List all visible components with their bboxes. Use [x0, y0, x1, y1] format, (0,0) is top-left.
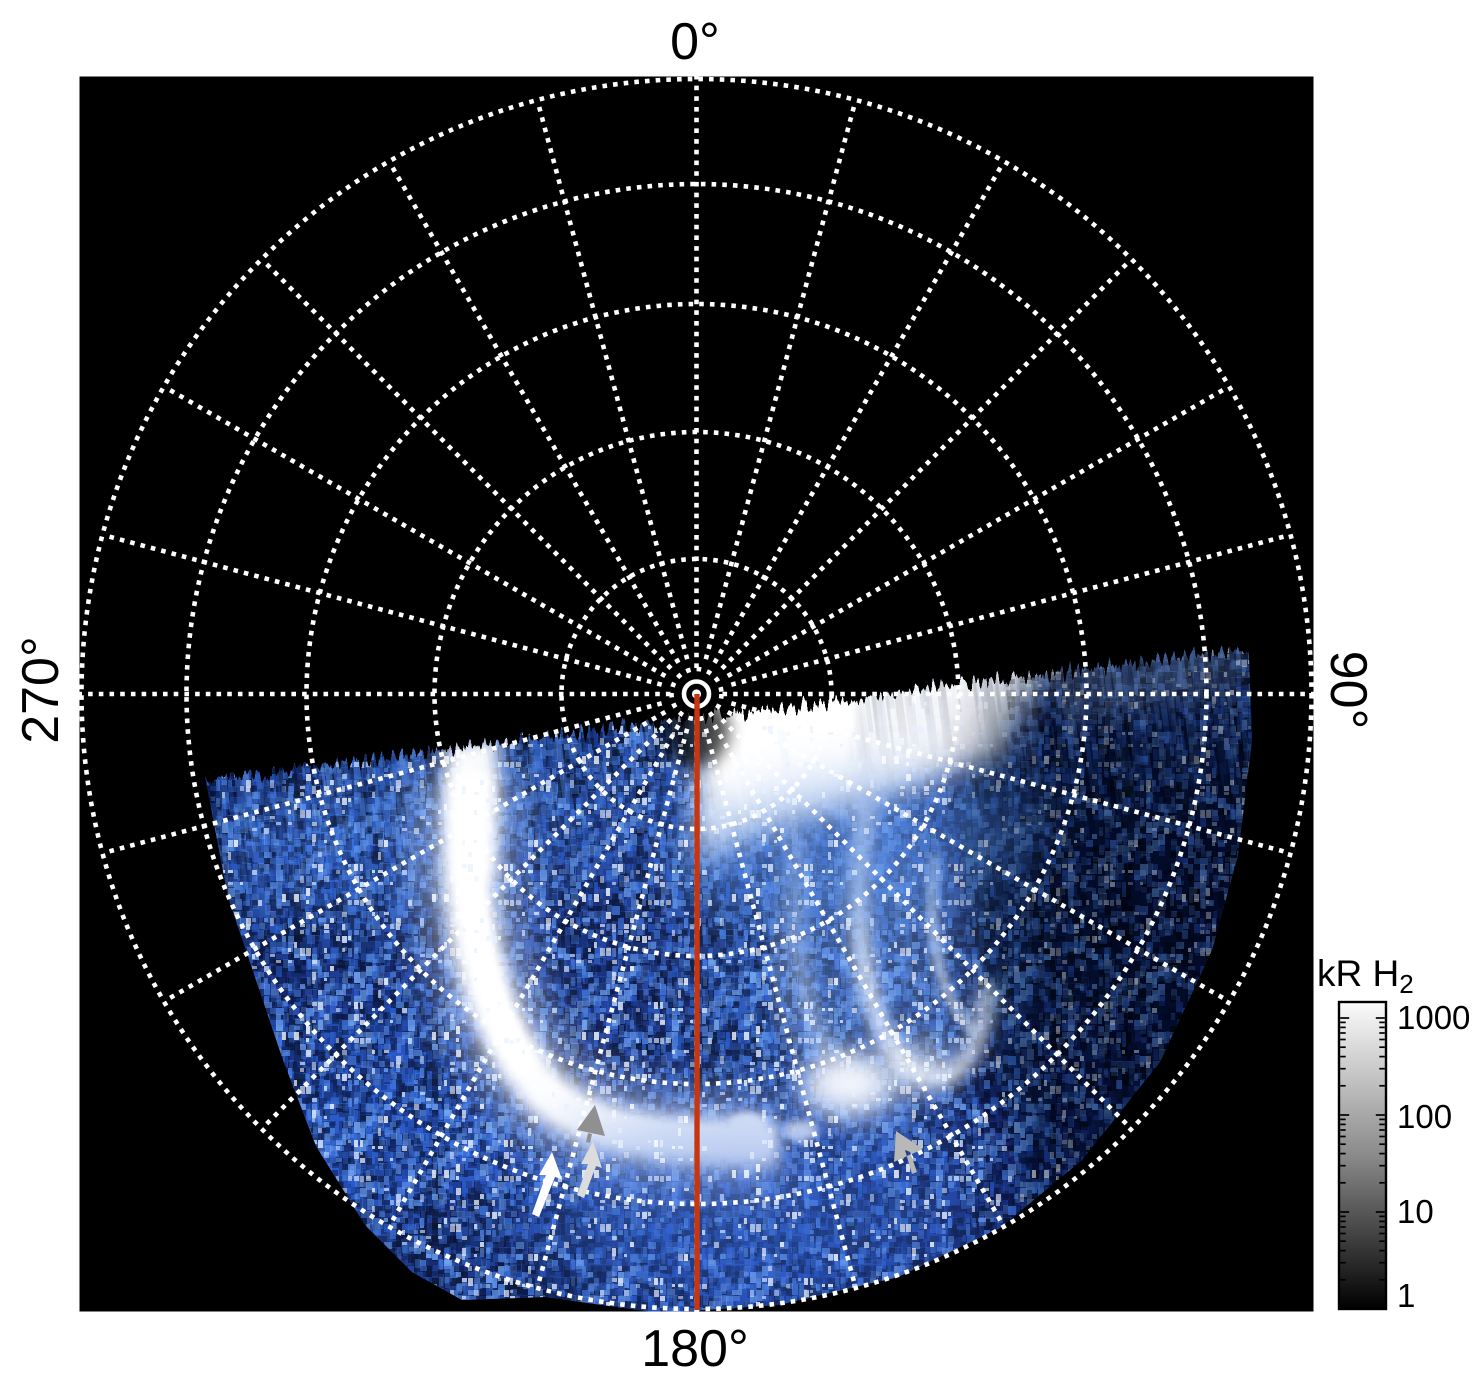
svg-text:10: 10	[1397, 1193, 1434, 1230]
svg-text:100: 100	[1397, 1098, 1452, 1135]
svg-text:270°: 270°	[12, 636, 70, 744]
svg-text:0°: 0°	[670, 13, 720, 71]
svg-text:1: 1	[1397, 1277, 1415, 1314]
svg-text:kR H2: kR H2	[1317, 953, 1414, 999]
svg-text:90°: 90°	[1319, 651, 1377, 730]
svg-text:180°: 180°	[641, 1320, 749, 1378]
svg-text:1000: 1000	[1397, 999, 1470, 1036]
